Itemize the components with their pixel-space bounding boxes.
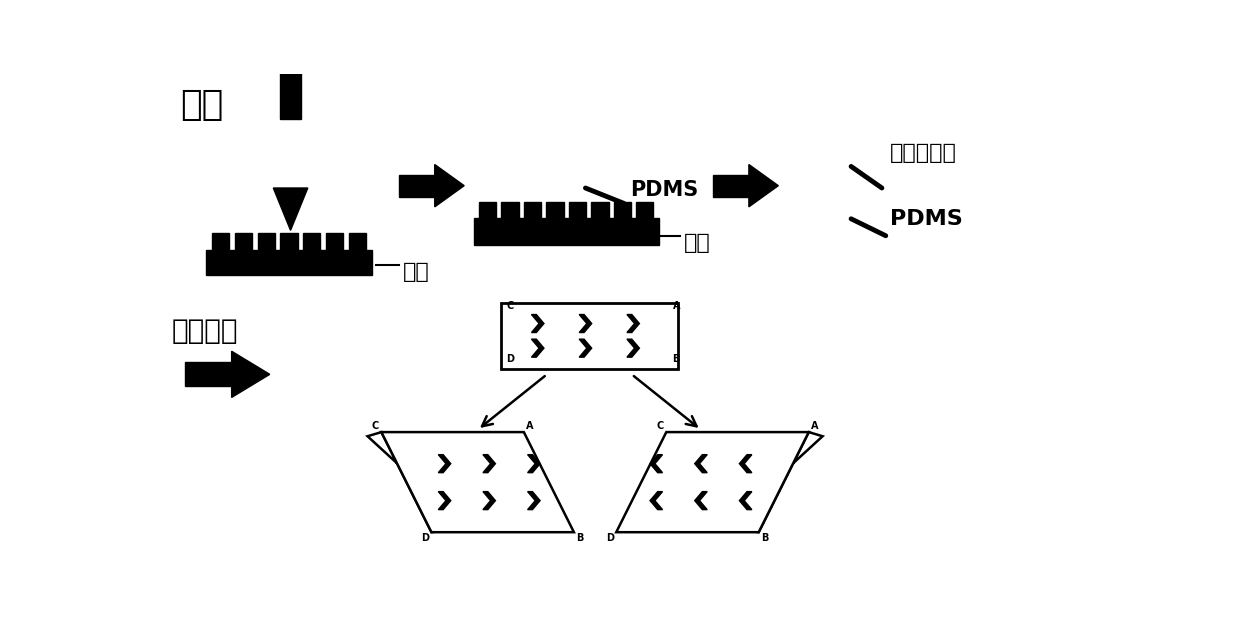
Bar: [523, 202, 541, 218]
Polygon shape: [438, 455, 451, 473]
Text: A: A: [672, 301, 680, 311]
Polygon shape: [482, 455, 496, 473]
Polygon shape: [528, 492, 541, 510]
Text: A: A: [526, 421, 533, 431]
Text: D: D: [506, 354, 515, 365]
Text: 二甲基硅油: 二甲基硅油: [889, 143, 956, 164]
Polygon shape: [435, 165, 464, 207]
Polygon shape: [399, 175, 435, 197]
Polygon shape: [367, 432, 467, 532]
Bar: [569, 202, 587, 218]
Text: C: C: [372, 421, 379, 431]
Bar: [547, 202, 564, 218]
Bar: [501, 303, 678, 368]
Polygon shape: [713, 175, 749, 197]
Bar: [479, 202, 496, 218]
Text: B: B: [761, 533, 769, 544]
Polygon shape: [528, 455, 541, 473]
Bar: [326, 233, 343, 251]
Text: C: C: [506, 301, 513, 311]
Bar: [501, 202, 518, 218]
Text: 硅片: 硅片: [684, 233, 711, 252]
Polygon shape: [723, 432, 822, 532]
Polygon shape: [616, 432, 808, 532]
Polygon shape: [273, 188, 308, 230]
Polygon shape: [650, 455, 662, 473]
Polygon shape: [185, 362, 232, 386]
Bar: [206, 251, 372, 275]
Text: C: C: [656, 421, 663, 431]
Text: A: A: [811, 421, 818, 431]
Polygon shape: [579, 339, 591, 357]
Text: 硅片: 硅片: [403, 262, 430, 282]
Bar: [280, 49, 301, 118]
Polygon shape: [627, 315, 640, 333]
Bar: [614, 202, 631, 218]
Polygon shape: [627, 339, 640, 357]
Bar: [212, 233, 229, 251]
Text: PDMS: PDMS: [630, 180, 698, 201]
Text: D: D: [606, 533, 614, 544]
Bar: [234, 233, 252, 251]
Polygon shape: [739, 455, 751, 473]
Polygon shape: [232, 351, 270, 397]
Polygon shape: [650, 492, 662, 510]
Polygon shape: [749, 165, 779, 207]
Text: B: B: [577, 533, 584, 544]
Text: 电场控制: 电场控制: [172, 317, 238, 344]
Polygon shape: [694, 455, 707, 473]
Bar: [474, 218, 658, 246]
Polygon shape: [579, 315, 591, 333]
Bar: [280, 233, 298, 251]
Bar: [591, 202, 609, 218]
Polygon shape: [382, 432, 574, 532]
Text: B: B: [672, 354, 680, 365]
Polygon shape: [739, 492, 751, 510]
Polygon shape: [694, 492, 707, 510]
Text: 光刻: 光刻: [180, 88, 223, 122]
Polygon shape: [532, 339, 544, 357]
Text: D: D: [422, 533, 429, 544]
Bar: [258, 233, 275, 251]
Polygon shape: [438, 492, 451, 510]
Polygon shape: [482, 492, 496, 510]
Bar: [304, 233, 320, 251]
Polygon shape: [532, 315, 544, 333]
Text: PDMS: PDMS: [889, 209, 962, 229]
Bar: [636, 202, 653, 218]
Bar: [348, 233, 366, 251]
